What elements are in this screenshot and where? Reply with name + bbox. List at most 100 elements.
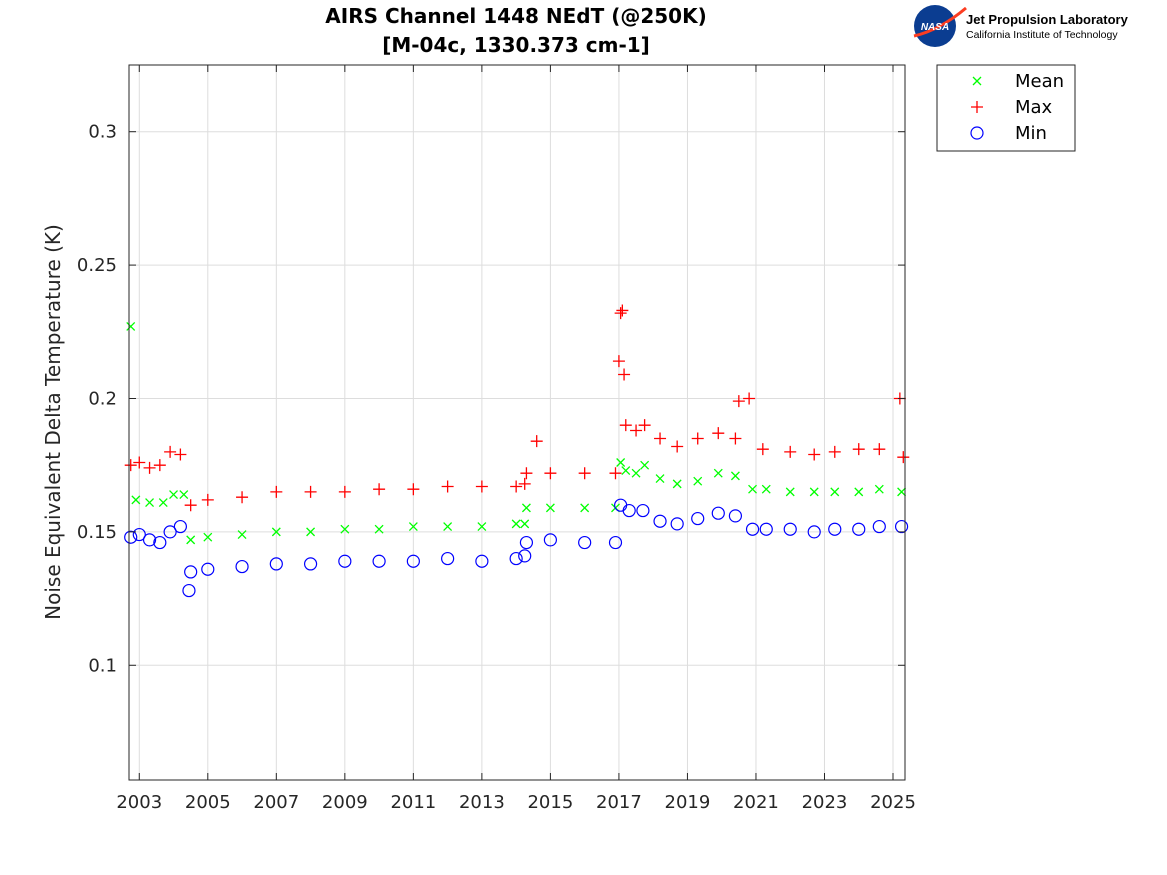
point-max [732, 395, 745, 408]
point-max [654, 432, 667, 445]
point-max [756, 443, 769, 456]
point-min [670, 517, 684, 531]
point-mean [761, 484, 771, 494]
point-max [184, 499, 197, 512]
point-min [608, 535, 623, 550]
legend-marker-min [970, 126, 984, 140]
point-min [828, 522, 842, 536]
point-mean [830, 487, 840, 497]
y-tick-label: 0.1 [88, 655, 117, 676]
point-min [745, 522, 760, 536]
point-mean [145, 498, 155, 507]
point-min [269, 557, 283, 571]
series-min [124, 498, 909, 598]
point-max [616, 304, 629, 317]
series-max [124, 304, 910, 512]
x-tick-label: 2015 [527, 792, 573, 813]
plot-background [129, 65, 905, 780]
point-max [124, 459, 137, 472]
point-max [630, 424, 643, 437]
point-mean [621, 466, 631, 475]
point-min [728, 509, 743, 523]
point-mean [730, 471, 740, 481]
point-max [612, 355, 625, 368]
point-min [124, 530, 138, 544]
x-tick-label: 2003 [116, 792, 162, 813]
point-max [475, 480, 488, 493]
point-min [519, 535, 534, 550]
point-max [609, 467, 622, 480]
point-mean [521, 503, 531, 513]
point-min [852, 522, 866, 536]
point-max [164, 445, 177, 458]
point-max [743, 392, 756, 405]
legend-marker-max [971, 101, 983, 113]
point-min [201, 562, 215, 576]
point-min [132, 527, 146, 542]
legend-box [936, 64, 1076, 152]
point-mean [179, 490, 189, 499]
point-max [530, 435, 543, 448]
point-mean [640, 460, 650, 470]
point-mean [785, 487, 795, 497]
point-min [783, 522, 797, 536]
axis-ticks: 2003 2005 2007 2009 2011 2013 2015 2017 2019 2021… [77, 65, 916, 813]
point-min [622, 503, 636, 518]
point-mean [655, 474, 665, 483]
point-min [184, 565, 198, 579]
x-tick-label: 2013 [459, 792, 505, 813]
point-mean [477, 522, 487, 532]
point-max [578, 467, 591, 480]
point-mean [169, 490, 178, 499]
point-min [711, 506, 725, 520]
x-tick-label: 2009 [322, 792, 368, 813]
point-mean [545, 503, 555, 513]
point-mean [126, 321, 136, 331]
legend: Mean Max Min [936, 64, 1076, 152]
point-min [691, 511, 705, 526]
point-max [441, 480, 454, 493]
point-min [653, 514, 667, 528]
legend-label-mean: Mean [1015, 71, 1064, 92]
point-max [808, 448, 821, 461]
x-tick-label: 2025 [870, 792, 916, 813]
y-tick-label: 0.25 [77, 255, 117, 276]
chart-subtitle: [M-04c, 1330.373 cm-1] [382, 33, 650, 57]
point-mean [511, 519, 521, 529]
point-max [520, 467, 533, 480]
point-max [407, 483, 420, 496]
point-max [828, 445, 841, 458]
point-mean [616, 458, 626, 467]
point-max [373, 483, 386, 496]
point-mean [580, 503, 590, 513]
point-max [236, 491, 249, 504]
point-min [543, 533, 558, 547]
point-min [173, 519, 187, 534]
point-mean [271, 527, 281, 537]
plot-frame [128, 64, 906, 781]
nasa-swoosh-icon [913, 6, 967, 38]
point-min [636, 503, 650, 518]
point-min [406, 554, 420, 568]
point-min [509, 551, 523, 566]
point-max [133, 456, 146, 469]
jpl-name: Jet Propulsion Laboratory [966, 12, 1129, 27]
point-mean [713, 468, 723, 478]
point-mean [672, 479, 682, 489]
point-min [872, 519, 886, 534]
point-mean [520, 519, 530, 529]
point-min [518, 549, 532, 563]
point-max [729, 432, 742, 445]
point-min [153, 535, 167, 550]
point-mean [748, 484, 758, 494]
point-max [618, 368, 631, 381]
jpl-subtitle: California Institute of Technology [966, 29, 1118, 41]
point-max [852, 443, 865, 456]
legend-marker-mean [972, 76, 982, 86]
x-tick-label: 2011 [390, 792, 436, 813]
point-mean [131, 495, 141, 505]
point-max [614, 307, 627, 320]
y-axis-label: Noise Equivalent Delta Temperature (K) [41, 224, 65, 620]
series-mean [126, 321, 907, 545]
